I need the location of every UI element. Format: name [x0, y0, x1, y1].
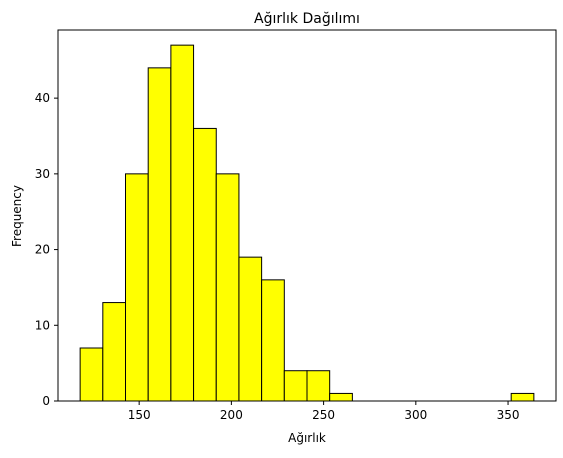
histogram-bar — [283, 370, 308, 402]
x-axis-label: Ağırlık — [288, 431, 326, 445]
x-tick-label: 200 — [220, 408, 243, 422]
y-axis-label: Frequency — [10, 185, 24, 247]
y-tick-label: 30 — [35, 167, 50, 181]
chart-title: Ağırlık Dağılımı — [254, 11, 360, 27]
histogram-bar — [329, 392, 353, 402]
y-tick-label: 40 — [35, 91, 50, 105]
plot-frame — [57, 29, 557, 402]
histogram-bar — [261, 279, 285, 402]
y-tick-label: 0 — [42, 394, 50, 408]
histogram-bar — [79, 347, 104, 402]
histogram-bar — [102, 302, 127, 402]
y-axis: 0 10 20 30 40 — [35, 91, 58, 408]
histogram-bar — [238, 256, 263, 402]
histogram-bar — [193, 127, 217, 402]
y-tick-label: 20 — [35, 243, 50, 257]
histogram-bar — [170, 44, 195, 402]
y-tick-label: 10 — [35, 318, 50, 332]
x-axis: 150 200 250 300 350 — [128, 401, 520, 422]
histogram-bar — [215, 173, 240, 402]
histogram-bar — [306, 370, 331, 402]
histogram-bar — [510, 392, 535, 402]
x-tick-label: 300 — [404, 408, 427, 422]
x-tick-label: 350 — [497, 408, 520, 422]
bars-group — [79, 44, 535, 402]
histogram-bar — [147, 67, 172, 402]
x-tick-label: 150 — [128, 408, 151, 422]
histogram-bar — [125, 173, 149, 402]
x-tick-label: 250 — [312, 408, 335, 422]
